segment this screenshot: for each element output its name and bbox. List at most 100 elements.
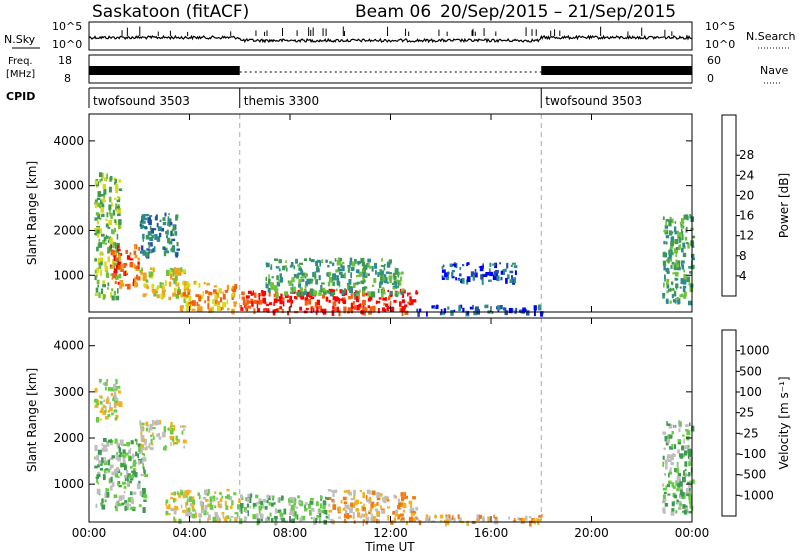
scatter-region: [441, 262, 518, 285]
data-cell: [683, 470, 686, 476]
data-cell: [184, 425, 187, 428]
data-cell: [410, 507, 415, 512]
data-cell: [387, 262, 389, 265]
data-cell: [149, 232, 152, 236]
data-cell: [170, 442, 172, 447]
data-cell: [143, 499, 147, 502]
data-cell: [319, 517, 321, 524]
data-cell: [226, 515, 230, 520]
data-cell: [359, 501, 363, 504]
data-cell: [673, 264, 678, 271]
data-cell: [382, 287, 385, 293]
data-cell: [378, 297, 382, 300]
data-cell: [107, 468, 111, 473]
data-cell: [122, 449, 126, 454]
data-cell: [169, 222, 173, 226]
data-cell: [243, 519, 247, 523]
data-cell: [116, 208, 119, 213]
data-cell: [98, 242, 103, 248]
data-cell: [148, 427, 151, 433]
data-cell: [672, 287, 674, 291]
data-cell: [96, 279, 100, 285]
data-cell: [156, 433, 159, 437]
data-cell: [525, 515, 528, 521]
data-cell: [106, 173, 108, 179]
data-cell: [176, 242, 179, 247]
data-cell: [409, 299, 414, 305]
data-cell: [160, 293, 165, 300]
data-cell: [685, 424, 689, 428]
data-cell: [284, 294, 289, 299]
x-tick-label: 08:00: [273, 526, 308, 540]
nsky-tick-low: 10^0: [52, 38, 82, 51]
data-cell: [291, 277, 295, 283]
nave-label: Nave: [760, 64, 788, 77]
data-cell: [252, 514, 257, 520]
data-cell: [119, 439, 124, 446]
data-cell: [97, 213, 101, 220]
data-cell: [400, 513, 404, 517]
data-cell: [335, 288, 338, 292]
data-cell: [350, 272, 352, 279]
data-cell: [388, 295, 391, 299]
data-cell: [295, 296, 298, 300]
data-cell: [106, 212, 109, 218]
data-cell: [222, 291, 224, 294]
data-cell: [173, 491, 176, 496]
data-cell: [143, 469, 146, 475]
scatter-region: [662, 420, 695, 516]
data-cell: [678, 428, 681, 433]
data-cell: [207, 300, 210, 306]
colorbar-tick-label: 28: [739, 148, 754, 162]
data-cell: [273, 298, 278, 303]
data-cell: [170, 430, 174, 435]
data-cell: [369, 308, 373, 314]
data-cell: [297, 272, 302, 275]
data-cell: [127, 497, 131, 503]
data-cell: [113, 391, 117, 398]
data-cell: [265, 262, 270, 268]
data-cell: [198, 513, 202, 518]
data-cell: [115, 206, 120, 211]
data-cell: [334, 489, 338, 494]
data-cell: [219, 492, 222, 495]
data-cell: [119, 452, 122, 455]
data-cell: [96, 273, 98, 278]
data-cell: [392, 287, 396, 290]
data-cell: [137, 264, 140, 268]
data-cell: [97, 202, 101, 207]
data-cell: [219, 297, 223, 303]
data-cell: [117, 390, 121, 394]
data-cell: [152, 427, 156, 429]
data-cell: [160, 282, 164, 285]
data-cell: [343, 272, 346, 279]
data-cell: [273, 302, 275, 306]
data-cell: [351, 261, 356, 267]
data-cell: [154, 234, 158, 240]
y-axis-label: Slant Range [km]: [25, 161, 39, 265]
data-cell: [162, 221, 167, 226]
data-cell: [239, 518, 243, 525]
data-cell: [176, 248, 180, 251]
data-cell: [95, 476, 99, 479]
data-cell: [227, 308, 230, 311]
data-cell: [320, 288, 323, 293]
data-cell: [164, 280, 167, 286]
data-cell: [94, 258, 97, 262]
data-cell: [151, 442, 154, 446]
data-cell: [667, 454, 671, 457]
data-cell: [118, 273, 122, 279]
data-cell: [120, 472, 123, 476]
panel-frame: [88, 317, 693, 523]
colorbar-tick-label: 25: [739, 406, 754, 420]
data-cell: [114, 219, 117, 223]
data-cell: [541, 514, 543, 518]
data-cell: [451, 269, 455, 273]
data-cell: [137, 276, 141, 281]
data-cell: [373, 516, 376, 522]
data-cell: [95, 403, 99, 406]
data-cell: [662, 252, 666, 258]
data-cell: [349, 507, 353, 514]
data-cell: [510, 264, 513, 267]
data-cell: [95, 212, 99, 216]
